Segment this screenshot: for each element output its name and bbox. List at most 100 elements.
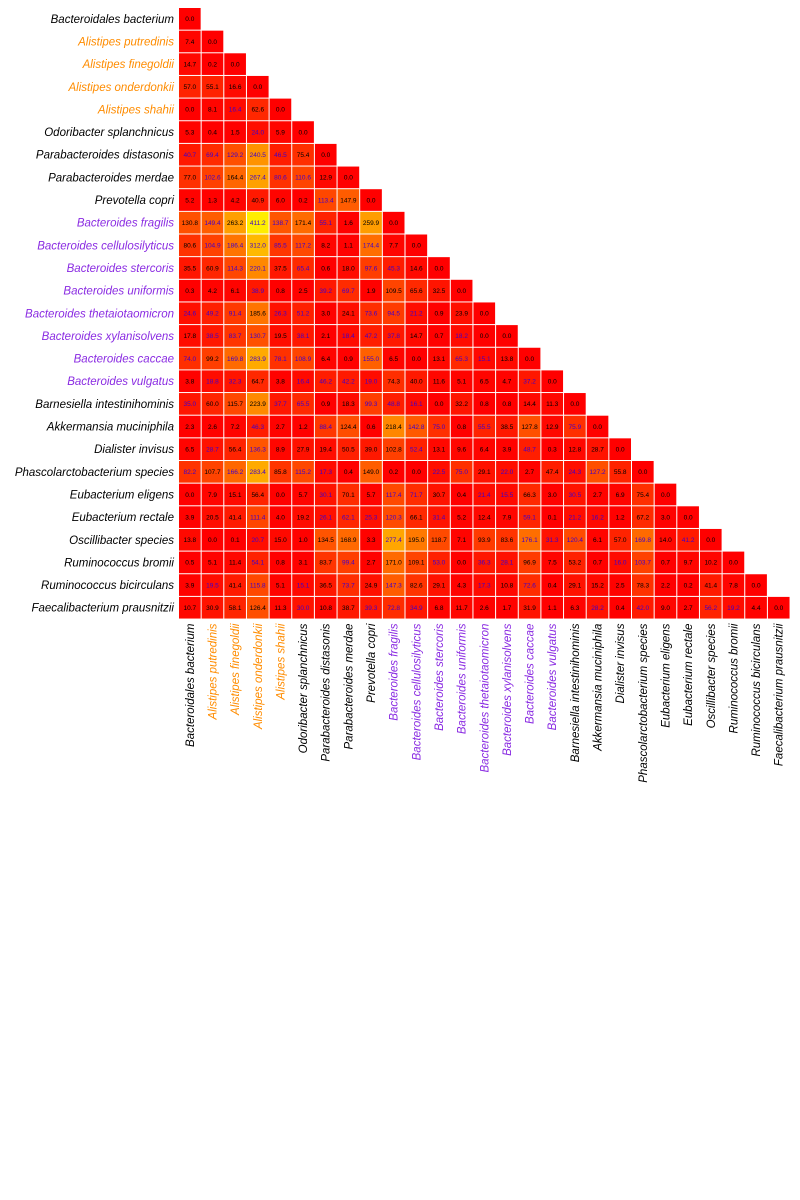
heatmap-cell — [246, 166, 269, 189]
heatmap-cell — [518, 393, 541, 415]
heatmap-cell — [382, 393, 405, 415]
cell-value-label: 10.2 — [704, 560, 717, 567]
cell-value-label: 74.3 — [387, 379, 400, 386]
cell-value-label: 39.0 — [365, 446, 378, 453]
heatmap-cell — [496, 325, 518, 347]
cell-value-label: 39.3 — [365, 605, 378, 612]
heatmap-cell — [269, 143, 292, 166]
heatmap-cell — [179, 121, 201, 143]
cell-value-label: 5.1 — [208, 560, 217, 567]
cell-value-label: 74.0 — [183, 356, 196, 363]
heatmap-cell — [677, 596, 699, 619]
heatmap-cell — [564, 574, 586, 596]
cell-value-label: 6.5 — [480, 379, 489, 386]
cell-value-label: 27.9 — [297, 446, 310, 453]
cell-value-label: 40.0 — [410, 379, 423, 386]
heatmap-cell — [428, 257, 450, 279]
cell-value-label: 114.3 — [227, 265, 243, 272]
heatmap-cell — [292, 166, 314, 189]
cell-value-label: 83.6 — [501, 537, 514, 544]
cell-value-label: 41.2 — [682, 537, 695, 544]
cell-value-label: 127.2 — [589, 469, 606, 476]
heatmap-cell — [428, 438, 450, 460]
cell-value-label: 0.1 — [231, 537, 240, 544]
cell-value-label: 39.2 — [319, 288, 332, 295]
heatmap-cell — [360, 506, 382, 528]
heatmap-cell — [179, 279, 201, 302]
heatmap-cell — [224, 98, 246, 121]
heatmap-cell — [337, 528, 360, 551]
cell-value-label: 45.3 — [387, 265, 400, 272]
heatmap-cell — [201, 415, 224, 438]
heatmap-cell — [314, 528, 337, 551]
cell-value-label: 13.8 — [501, 356, 514, 363]
heatmap-cell — [428, 528, 450, 551]
cell-value-label: 3.8 — [185, 379, 194, 386]
cell-value-label: 78.1 — [274, 356, 287, 363]
cell-value-label: 6.8 — [434, 605, 443, 612]
heatmap-cell — [246, 415, 269, 438]
cell-value-label: 0.0 — [412, 356, 421, 363]
cell-value-label: 31.3 — [546, 537, 559, 544]
cell-value-label: 3.1 — [299, 560, 308, 567]
cell-value-label: 13.1 — [433, 356, 446, 363]
cell-value-label: 2.7 — [684, 605, 693, 612]
heatmap-cell — [518, 574, 541, 596]
cell-value-label: 0.0 — [412, 469, 421, 476]
heatmap-cell — [292, 234, 314, 257]
column-label: Prevotella copri — [366, 623, 378, 703]
heatmap-cell — [654, 551, 677, 574]
heatmap-cell — [382, 528, 405, 551]
cell-value-label: 15.1 — [229, 492, 242, 499]
heatmap-cell — [428, 279, 450, 302]
heatmap-cell — [337, 325, 360, 347]
heatmap-cell — [201, 325, 224, 347]
cell-value-label: 115.8 — [250, 582, 266, 589]
cell-value-label: 18.8 — [206, 379, 219, 386]
heatmap-cell — [292, 143, 314, 166]
heatmap-cell — [450, 279, 473, 302]
cell-value-label: 117.2 — [295, 243, 311, 250]
cell-value-label: 75.9 — [569, 424, 582, 431]
heatmap-cell — [632, 483, 654, 506]
column-label: Ruminococcus bromii — [728, 623, 740, 733]
row-label: Phascolarctobacterium species — [15, 467, 174, 479]
heatmap-cell — [473, 302, 496, 325]
heatmap-cell — [609, 483, 631, 506]
heatmap-cell — [179, 257, 201, 279]
cell-value-label: 0.2 — [208, 61, 217, 68]
cell-value-label: 0.0 — [616, 446, 625, 453]
row-label: Odoribacter splanchnicus — [44, 127, 174, 139]
heatmap-cell — [428, 347, 450, 370]
heatmap-cell — [654, 483, 677, 506]
cell-value-label: 72.6 — [523, 582, 536, 589]
cell-value-label: 14.4 — [523, 401, 536, 408]
cell-value-label: 55.8 — [614, 469, 627, 476]
cell-value-label: 85.5 — [274, 243, 287, 250]
heatmap-cell — [269, 302, 292, 325]
cell-value-label: 0.6 — [367, 424, 376, 431]
cell-value-label: 32.3 — [229, 379, 242, 386]
cell-value-label: 24.3 — [569, 469, 582, 476]
cell-value-label: 66.3 — [523, 492, 536, 499]
heatmap-cells: 0.0 7.4 0.0 14.7 0.2 0.0 57.0 55.1 16.6 0.0 0.0 8.1… — [179, 8, 790, 619]
cell-value-label: 107.7 — [204, 469, 221, 476]
cell-value-label: 0.0 — [729, 560, 738, 567]
row-label: Faecalibacterium prausnitzii — [31, 603, 174, 615]
cell-value-label: 36.5 — [319, 582, 332, 589]
cell-value-label: 5.1 — [276, 582, 285, 589]
heatmap-cell — [564, 551, 586, 574]
cell-value-label: 58.1 — [229, 605, 242, 612]
heatmap-cell — [473, 528, 496, 551]
heatmap-cell — [722, 596, 745, 619]
cell-value-label: 57.0 — [614, 537, 627, 544]
cell-value-label: 65.6 — [410, 288, 423, 295]
heatmap-cell — [337, 393, 360, 415]
cell-value-label: 1.1 — [344, 243, 353, 250]
cell-value-label: 6.4 — [321, 356, 330, 363]
heatmap-cell — [314, 257, 337, 279]
heatmap-cell — [586, 596, 609, 619]
cell-value-label: 15.1 — [297, 582, 310, 589]
cell-value-label: 168.9 — [340, 537, 357, 544]
cell-value-label: 65.5 — [297, 401, 310, 408]
